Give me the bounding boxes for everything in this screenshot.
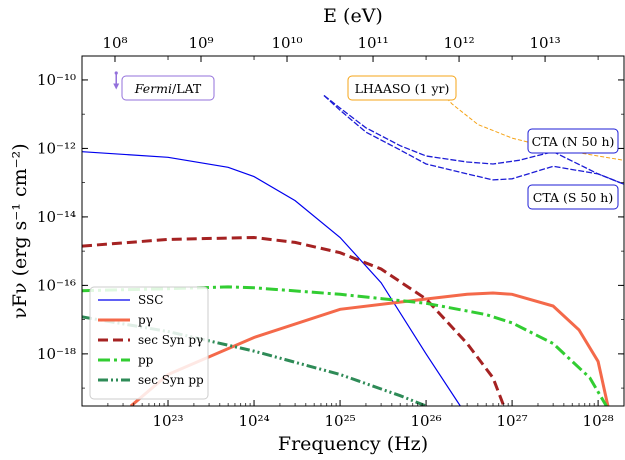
x-tick-label: 10²⁷ xyxy=(497,412,528,430)
svg-text:Fermi/LAT: Fermi/LAT xyxy=(134,81,202,96)
legend-label-sec-syn-p: sec Syn pγ xyxy=(138,333,203,347)
ticks-layer: 10²³ 10²⁴ 10²⁵ 10²⁶ 10²⁷ 10²⁸ 10⁻¹⁰ 10⁻¹² 10⁻¹⁴ 1… xyxy=(37,34,625,430)
x-axis-label: Frequency (Hz) xyxy=(278,433,428,455)
top-tick-label: 10¹¹ xyxy=(357,34,388,52)
legend-frame xyxy=(89,286,209,400)
legend-label-p: pγ xyxy=(138,313,153,327)
top-tick-label: 10⁹ xyxy=(188,34,213,52)
series-ssc xyxy=(82,151,461,406)
cta-north-label: CTA (N 50 h) xyxy=(532,134,615,149)
top-tick-label: 10¹⁰ xyxy=(271,34,302,52)
x-tick-label: 10²³ xyxy=(152,412,183,430)
x-tick-label: 10²⁴ xyxy=(238,412,269,430)
cta-north-box: CTA (N 50 h) xyxy=(527,128,619,154)
plot-frame xyxy=(81,55,625,407)
fermi-lat-box: Fermi/LAT xyxy=(121,75,215,101)
legend-label-ssc: SSC xyxy=(138,293,163,307)
top-tick-label: 10¹² xyxy=(443,34,474,52)
series-cta-s-50-h-lower xyxy=(323,95,624,185)
lhaaso-label: LHAASO (1 yr) xyxy=(355,81,450,96)
series-sec-syn-p xyxy=(82,235,506,406)
series-p xyxy=(129,291,610,406)
x-tick-label: 10²⁵ xyxy=(324,412,355,430)
x-tick-label: 10²⁶ xyxy=(411,412,442,430)
fermi-upper-limit-marker xyxy=(113,71,120,90)
fermi-label-rest: /LAT xyxy=(172,81,202,96)
legend-label-sec-syn-pp: sec Syn pp xyxy=(138,373,204,387)
series-pp xyxy=(82,285,608,406)
y-tick-label: 10⁻¹⁸ xyxy=(37,345,76,363)
legend-label-pp: pp xyxy=(138,353,154,367)
top-tick-label: 10⁸ xyxy=(102,34,127,52)
y-tick-label: 10⁻¹⁴ xyxy=(37,208,76,226)
lhaaso-box: LHAASO (1 yr) xyxy=(347,75,457,101)
y-tick-label: 10⁻¹² xyxy=(37,139,76,157)
top-tick-label: 10¹³ xyxy=(530,34,561,52)
y-tick-label: 10⁻¹⁰ xyxy=(37,71,76,89)
y-tick-label: 10⁻¹⁶ xyxy=(37,276,76,294)
fermi-label-italic: Fermi xyxy=(134,81,172,96)
series-lhaaso-1-yr xyxy=(425,75,624,161)
legend: SSC pγ sec Syn pγ pp sec Syn pp xyxy=(89,286,209,400)
cta-south-box: CTA (S 50 h) xyxy=(527,184,619,210)
top-axis-label: E (eV) xyxy=(323,5,383,27)
series-cta-n-50-h-upper xyxy=(323,94,624,185)
cta-south-label: CTA (S 50 h) xyxy=(533,190,613,205)
y-axis-label: νFν (erg s⁻¹ cm⁻²) xyxy=(9,143,31,318)
x-tick-label: 10²⁸ xyxy=(583,412,614,430)
